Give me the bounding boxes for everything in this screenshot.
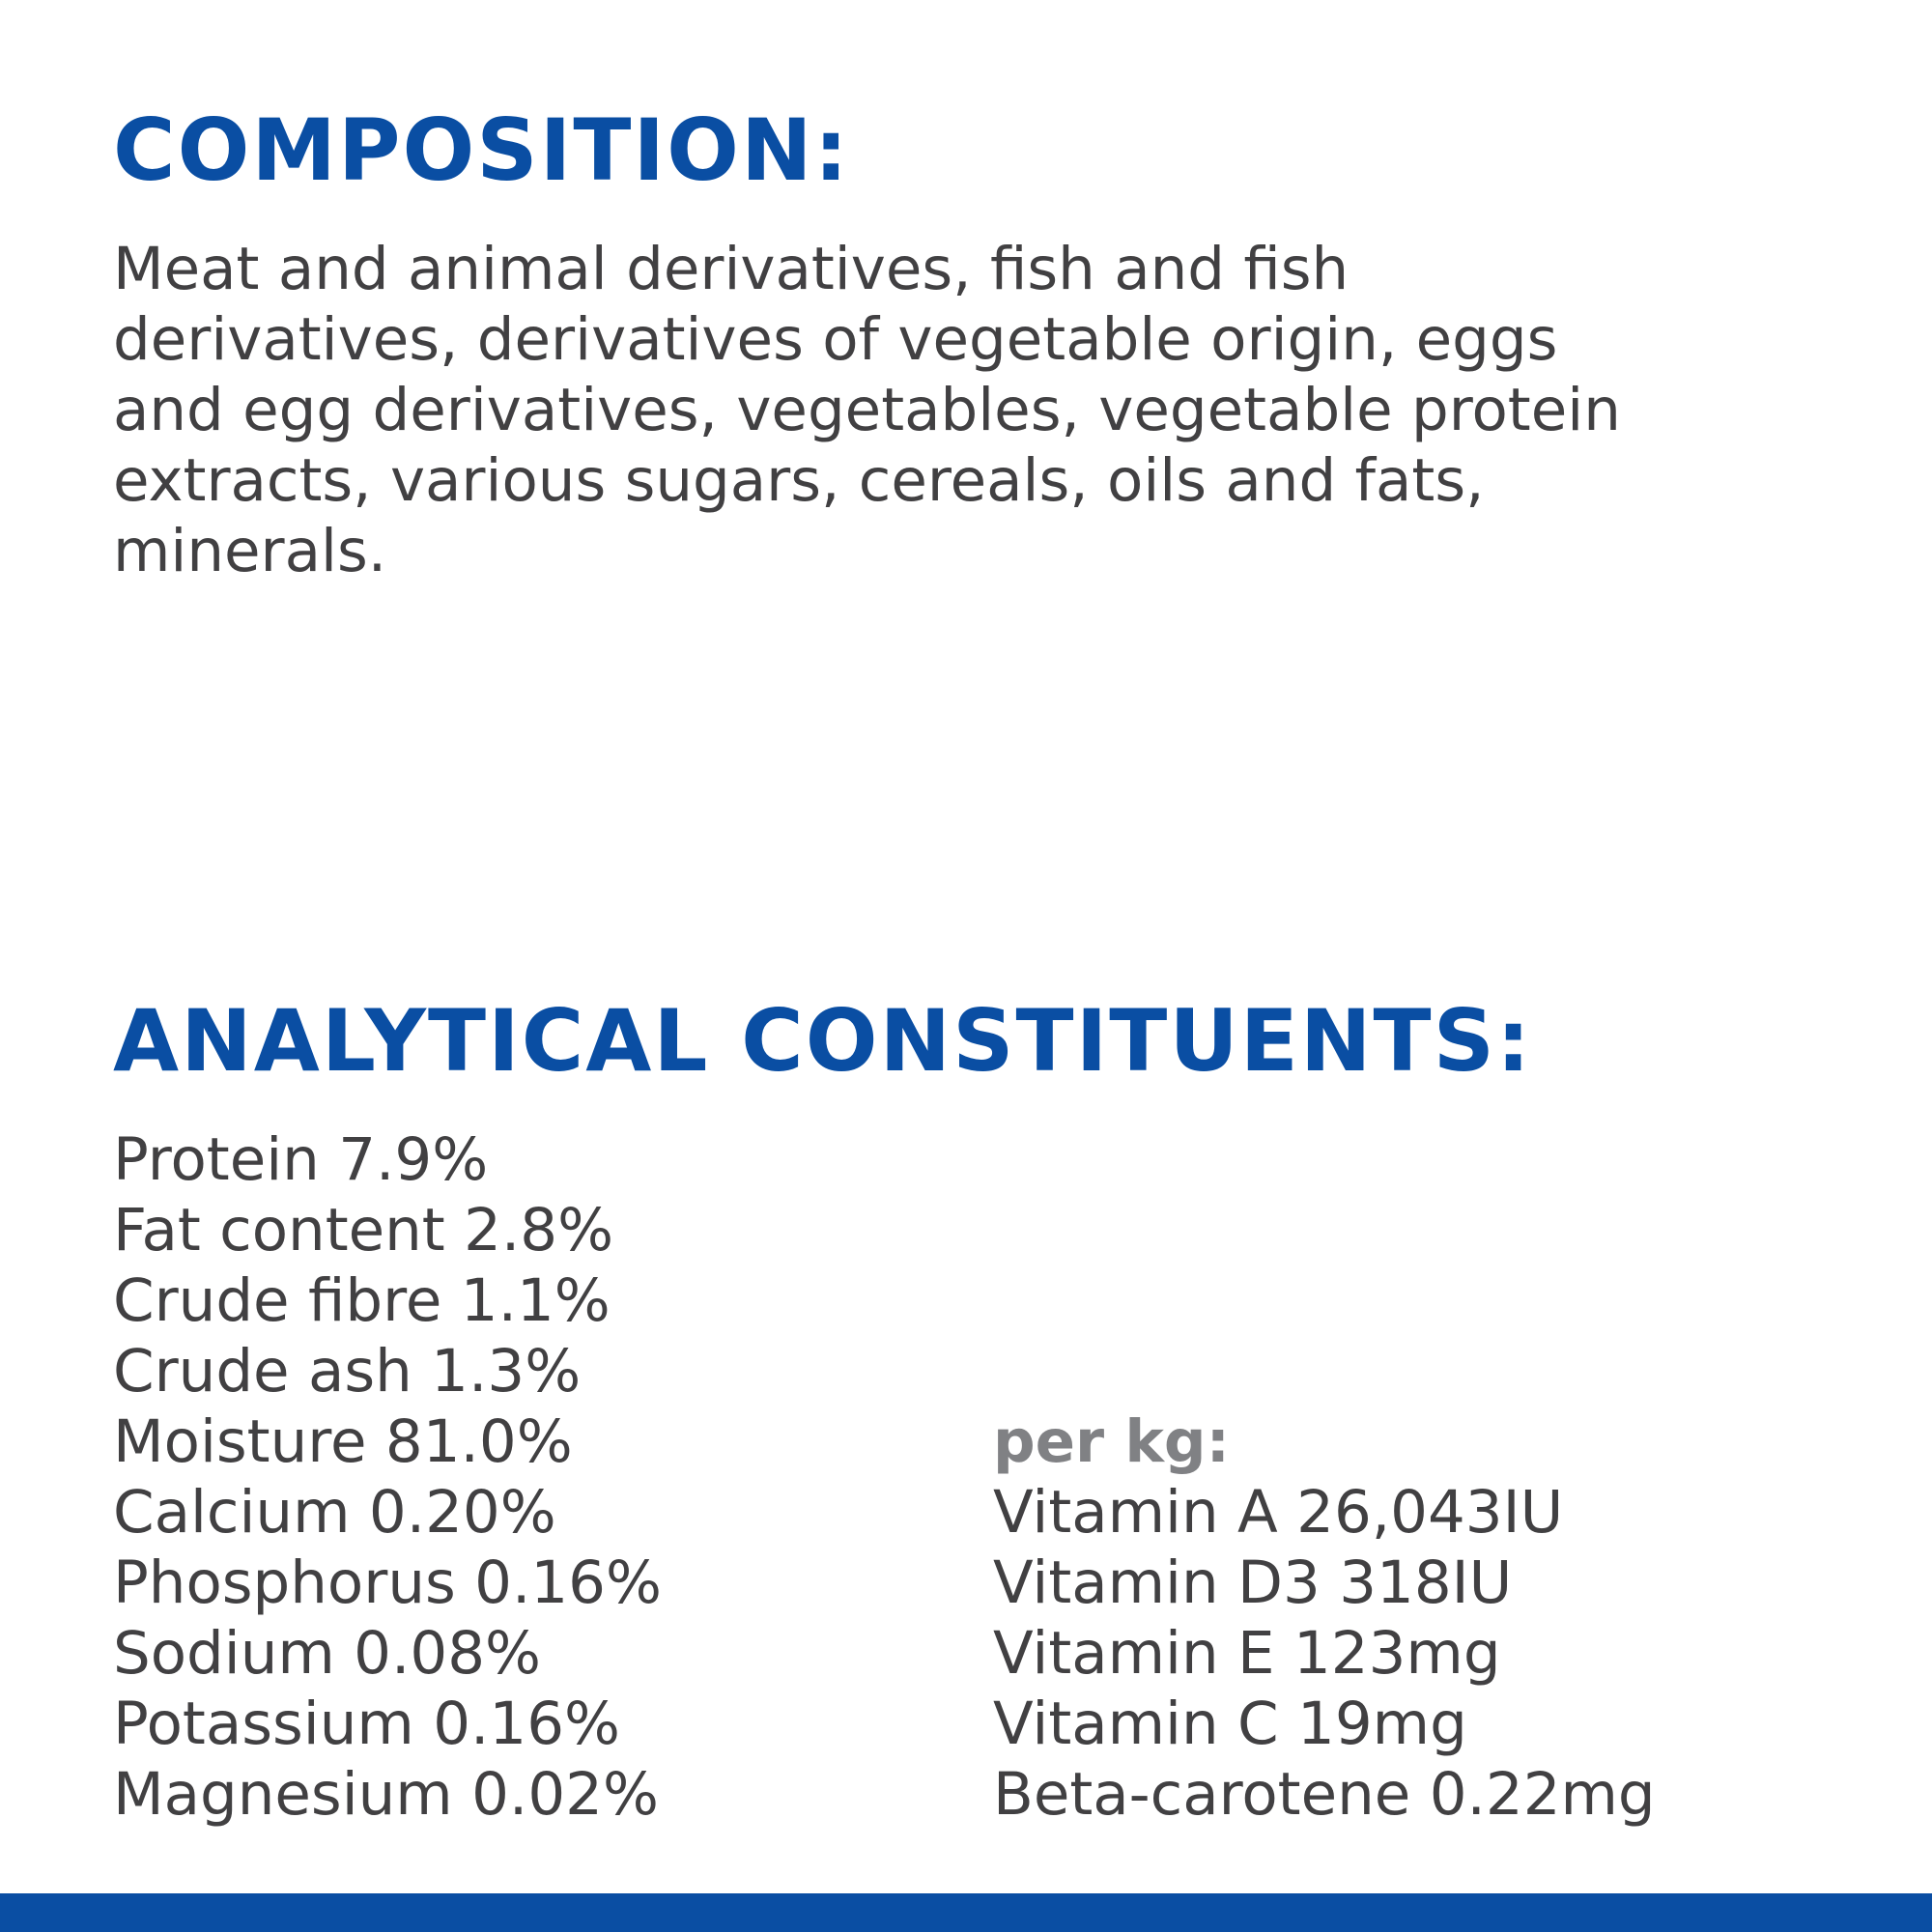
composition-text: Meat and animal derivatives, fish and fi… [113, 234, 1621, 586]
per-kg-item: Vitamin C 19mg [993, 1690, 1467, 1758]
constituents-list: Protein 7.9% Fat content 2.8% Crude fibre … [113, 1124, 662, 1830]
composition-line: derivatives, derivatives of vegetable or… [113, 305, 1558, 374]
analytical-heading: ANALYTICAL CONSTITUENTS: [113, 991, 1533, 1091]
constituent: Magnesium 0.02% [113, 1760, 659, 1829]
per-kg-item: Vitamin E 123mg [993, 1619, 1501, 1688]
constituent: Crude ash 1.3% [113, 1337, 582, 1406]
constituent: Crude fibre 1.1% [113, 1266, 611, 1335]
constituent: Sodium 0.08% [113, 1619, 541, 1688]
composition-line: extracts, various sugars, cereals, oils … [113, 446, 1485, 515]
composition-line: and egg derivatives, vegetables, vegetab… [113, 376, 1621, 444]
footer-band [0, 1893, 1932, 1932]
constituent: Phosphorus 0.16% [113, 1548, 662, 1617]
per-kg-item: Vitamin A 26,043IU [993, 1478, 1564, 1547]
constituent: Potassium 0.16% [113, 1690, 620, 1758]
per-kg-item: Vitamin D3 318IU [993, 1548, 1513, 1617]
constituent: Protein 7.9% [113, 1125, 489, 1194]
per-kg-item: Beta-carotene 0.22mg [993, 1760, 1656, 1829]
constituent: Calcium 0.20% [113, 1478, 556, 1547]
constituent: Moisture 81.0% [113, 1407, 573, 1476]
composition-line: Meat and animal derivatives, fish and fi… [113, 235, 1350, 303]
per-kg-heading: per kg: [993, 1407, 1230, 1476]
composition-heading: COMPOSITION: [113, 100, 850, 200]
per-kg-list: per kg: Vitamin A 26,043IU Vitamin D3 318… [993, 1406, 1656, 1830]
constituent: Fat content 2.8% [113, 1196, 614, 1264]
composition-line: minerals. [113, 517, 387, 585]
